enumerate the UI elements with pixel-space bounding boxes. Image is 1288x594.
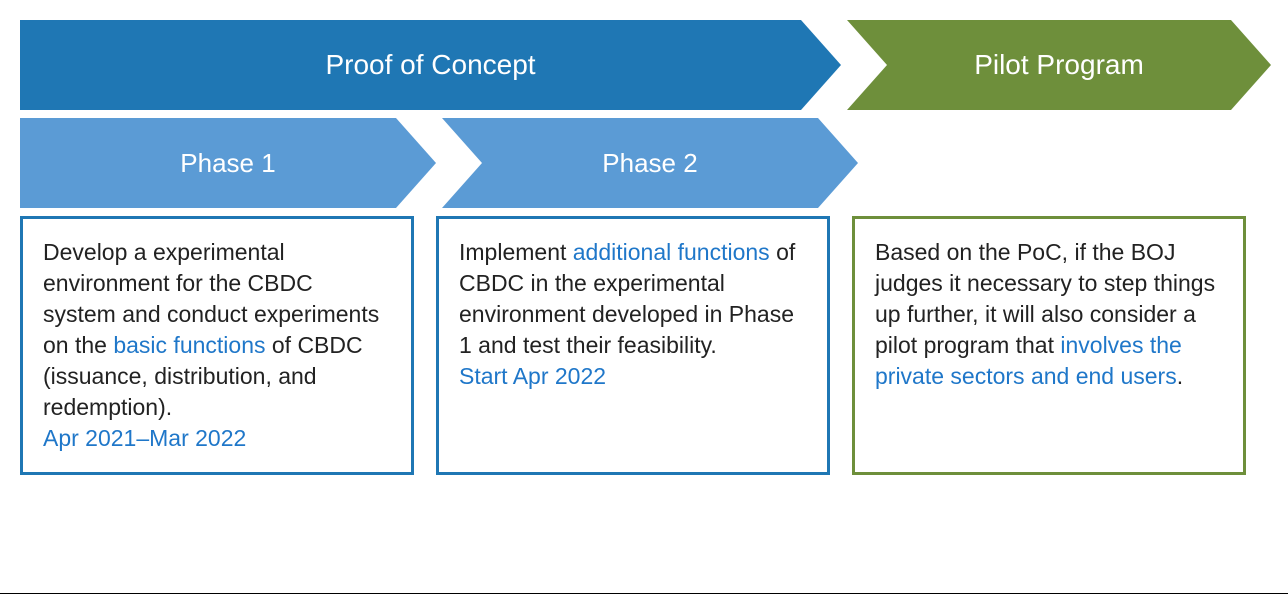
phase2-desc-pre: Implement (459, 239, 573, 265)
pilot-chevron-label: Pilot Program (974, 49, 1144, 81)
phase2-desc-box: Implement additional functions of CBDC i… (436, 216, 830, 475)
description-row: Develop a experimental environment for t… (20, 216, 1268, 475)
phase2-desc-date: Start Apr 2022 (459, 363, 606, 389)
phase1-desc-date: Apr 2021–Mar 2022 (43, 425, 246, 451)
phase1-chevron-label: Phase 1 (180, 148, 275, 179)
phase1-desc-highlight: basic functions (113, 332, 265, 358)
phase2-chevron: Phase 2 (442, 118, 858, 208)
poc-chevron: Proof of Concept (20, 20, 841, 110)
pilot-desc-post: . (1177, 363, 1183, 389)
phase2-chevron-label: Phase 2 (602, 148, 697, 179)
pilot-chevron: Pilot Program (847, 20, 1271, 110)
poc-chevron-label: Proof of Concept (325, 49, 535, 81)
mid-chevron-row: Phase 1 Phase 2 (20, 118, 1268, 208)
pilot-desc-box: Based on the PoC, if the BOJ judges it n… (852, 216, 1246, 475)
phase2-desc-highlight: additional functions (573, 239, 770, 265)
phase1-chevron: Phase 1 (20, 118, 436, 208)
top-chevron-row: Proof of Concept Pilot Program (20, 20, 1268, 110)
phase1-desc-box: Develop a experimental environment for t… (20, 216, 414, 475)
